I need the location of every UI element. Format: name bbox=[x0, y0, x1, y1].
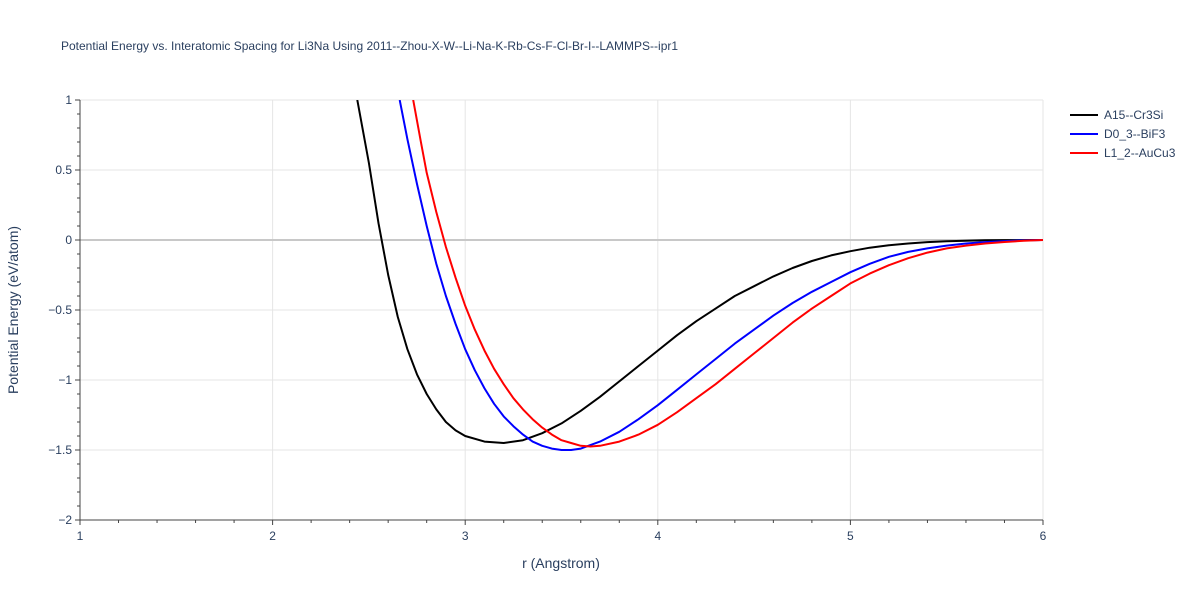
y-tick-label: 0 bbox=[65, 233, 72, 247]
y-tick-label: 0.5 bbox=[55, 163, 72, 177]
x-tick-label: 6 bbox=[1040, 529, 1047, 543]
grid-lines bbox=[80, 99, 1044, 520]
legend-label: L1_2--AuCu3 bbox=[1104, 146, 1176, 160]
x-tick-label: 1 bbox=[77, 529, 84, 543]
legend-item[interactable]: A15--Cr3Si bbox=[1070, 108, 1163, 122]
series-line-d0-3-bif3 bbox=[398, 100, 1043, 451]
y-tick-label: −0.5 bbox=[48, 303, 72, 317]
chart-title: Potential Energy vs. Interatomic Spacing… bbox=[61, 39, 678, 53]
x-tick-label: 2 bbox=[269, 529, 276, 543]
legend-label: D0_3--BiF3 bbox=[1104, 127, 1166, 141]
y-tick-label: 1 bbox=[65, 93, 72, 107]
y-tick-label: −1 bbox=[58, 373, 72, 387]
axes bbox=[75, 99, 1044, 525]
x-tick-label: 4 bbox=[654, 529, 661, 543]
tick-labels: 1 2 3 4 5 6 1 0.5 0 −0.5 −1 −1.5 −2 bbox=[48, 93, 1046, 543]
y-tick-label: −2 bbox=[58, 513, 72, 527]
y-tick-label: −1.5 bbox=[48, 443, 72, 457]
x-tick-label: 5 bbox=[847, 529, 854, 543]
legend-item[interactable]: D0_3--BiF3 bbox=[1070, 127, 1166, 141]
x-tick-label: 3 bbox=[462, 529, 469, 543]
x-axis-label: r (Angstrom) bbox=[522, 555, 600, 571]
legend-label: A15--Cr3Si bbox=[1104, 108, 1163, 122]
y-axis-label: Potential Energy (eV/atom) bbox=[5, 226, 21, 394]
series-line-a15-cr3si bbox=[356, 100, 1043, 444]
legend-item[interactable]: L1_2--AuCu3 bbox=[1070, 146, 1176, 160]
plot-series bbox=[356, 100, 1043, 451]
legend[interactable]: A15--Cr3Si D0_3--BiF3 L1_2--AuCu3 bbox=[1070, 108, 1176, 160]
series-line-l1-2-aucu3 bbox=[412, 100, 1043, 448]
